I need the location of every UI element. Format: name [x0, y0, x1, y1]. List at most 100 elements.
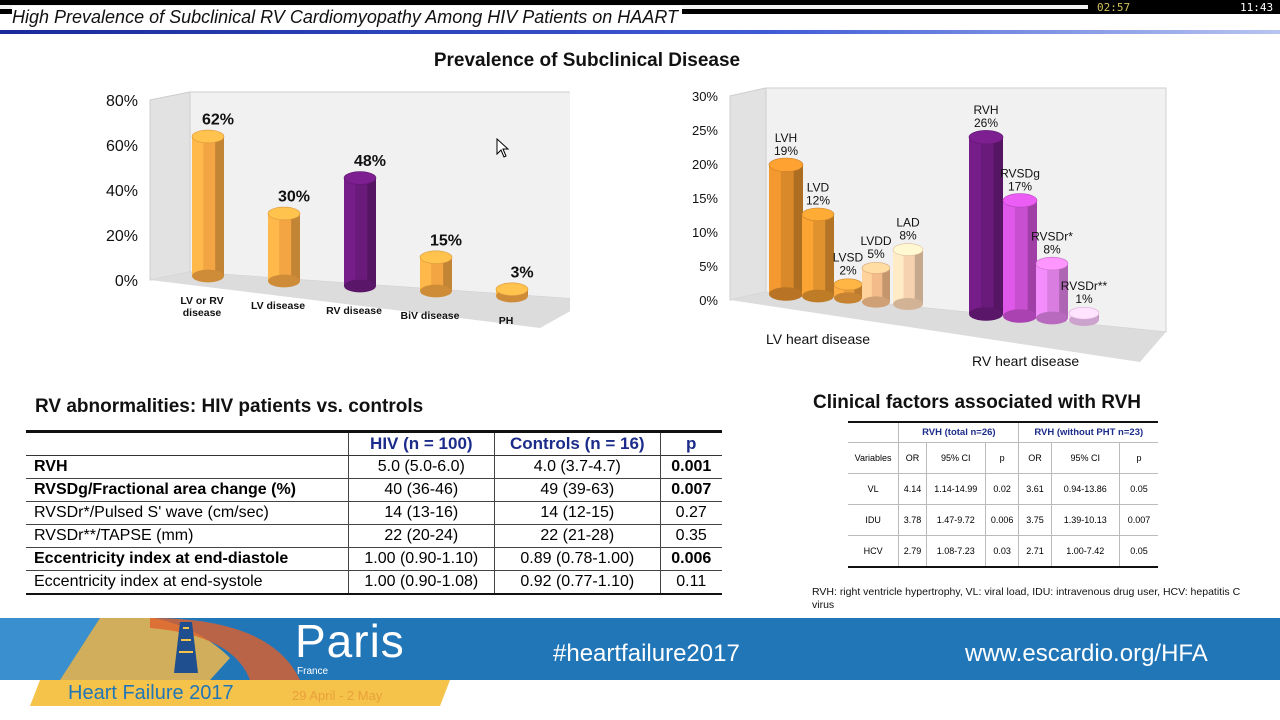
table-cell-controls: 4.0 (3.7-4.7)	[494, 455, 660, 479]
table-cell: 4.14	[898, 473, 927, 505]
bar-top	[495, 282, 529, 296]
bar-shadow	[793, 164, 803, 294]
bar-base	[834, 292, 862, 304]
y-tick-label: 0%	[699, 293, 718, 308]
bar-shadow	[1027, 200, 1037, 316]
data-label: 15%	[430, 232, 462, 249]
table-cell-hiv: 40 (36-46)	[347, 478, 495, 502]
y-tick-label: 25%	[692, 123, 718, 138]
bar	[1068, 306, 1100, 326]
bar-highlight	[192, 136, 204, 276]
table-cell: 0.007	[1118, 504, 1158, 536]
y-tick-label: 15%	[692, 191, 718, 206]
bar	[833, 278, 863, 304]
y-tick-label: 20%	[106, 228, 138, 245]
table-row: RVSDg/Fractional area change (%) 40 (36-4…	[26, 478, 722, 502]
chart-side-wall	[729, 87, 767, 301]
website-link[interactable]: www.escardio.org/HFA	[965, 640, 1208, 667]
bar-shadow	[443, 257, 452, 291]
bar-shadow	[825, 214, 834, 296]
group-header-total: RVH (total n=26)	[898, 421, 1019, 443]
y-tick-label: 30%	[692, 89, 718, 104]
table-row: RVSDr**/TAPSE (mm) 22 (20-24) 22 (21-28) 0.…	[26, 524, 722, 548]
country-text: France	[297, 666, 329, 677]
table-cell-p: 0.007	[659, 478, 722, 502]
bar	[1002, 193, 1038, 323]
bar-base	[420, 284, 452, 298]
table-cell-hiv: 5.0 (5.0-6.0)	[347, 455, 495, 479]
rv-table-title: RV abnormalities: HIV patients vs. contr…	[35, 396, 424, 417]
data-label: 8%	[899, 229, 917, 243]
table-row: Eccentricity index at end-systole 1.00 (0…	[26, 570, 722, 595]
bar-top	[1068, 306, 1100, 320]
clinical-factors-title: Clinical factors associated with RVH	[813, 392, 1142, 413]
x-tick-label: RV disease	[326, 305, 382, 317]
table-cell-p: 0.35	[659, 524, 722, 548]
bar-base	[268, 274, 300, 288]
bar-top	[1002, 193, 1038, 208]
bar	[861, 262, 891, 308]
data-label: 1%	[1075, 292, 1093, 306]
table-cell-hiv: 1.00 (0.90-1.08)	[347, 570, 495, 595]
bar	[419, 250, 453, 298]
table-cell-label: RVSDg/Fractional area change (%)	[26, 478, 348, 502]
bar-base	[1003, 309, 1037, 323]
category-label: RVSDr*	[1031, 230, 1073, 244]
data-label: 5%	[867, 247, 885, 261]
bar-base	[893, 298, 923, 310]
bar-highlight	[893, 249, 904, 304]
mouse-cursor-icon	[496, 138, 510, 158]
table-cell: 0.02	[984, 473, 1019, 505]
bar-shadow	[367, 178, 376, 286]
bar	[892, 243, 924, 310]
hashtag-text: #heartfailure2017	[553, 640, 740, 667]
bar-top	[419, 250, 453, 264]
data-label: 2%	[839, 263, 857, 277]
x-tick-label: LV disease	[251, 300, 305, 312]
bar-highlight	[1036, 263, 1048, 318]
table-cell: 3.78	[898, 504, 927, 536]
bar-base	[969, 307, 1003, 321]
chart-side-wall	[149, 91, 191, 281]
data-label: 8%	[1043, 243, 1061, 257]
subheader-cell: OR	[898, 442, 927, 474]
table-cell-controls: 22 (21-28)	[494, 524, 660, 548]
table-cell-controls: 0.92 (0.77-1.10)	[494, 570, 660, 595]
bar-shadow	[291, 213, 300, 281]
bar-shadow	[854, 284, 862, 298]
bar-highlight	[420, 257, 432, 291]
subheader-row: Variables OR 95% CI p OR 95% CI p	[848, 442, 1158, 474]
bar	[267, 206, 301, 288]
table-cell-label: Eccentricity index at end-systole	[26, 570, 348, 595]
category-label: LVDD	[860, 234, 891, 248]
table-cell-controls: 0.89 (0.78-1.00)	[494, 547, 660, 571]
y-tick-label: 60%	[106, 138, 138, 155]
table-row: HCV 2.79 1.08-7.23 0.03 2.71 1.00-7.42 0.05	[848, 535, 1158, 568]
x-tick-label: PH	[499, 315, 514, 327]
bar-top	[833, 278, 863, 291]
bar-highlight	[268, 213, 280, 281]
table-cell: 2.71	[1018, 535, 1052, 568]
bar-shadow	[993, 137, 1003, 314]
event-dates: 29 April - 2 May	[292, 688, 383, 703]
category-label: LVSD	[833, 250, 864, 264]
y-tick-label: 5%	[699, 259, 718, 274]
bar-shadow	[215, 136, 224, 276]
subheader-cell: 95% CI	[1050, 442, 1120, 474]
bar	[1035, 256, 1069, 325]
table-cell: 0.05	[1118, 535, 1158, 568]
table-cell-label: RVSDr**/TAPSE (mm)	[26, 524, 348, 548]
bar-base	[862, 296, 890, 308]
bar-shadow	[882, 268, 890, 302]
table-cell-hiv: 1.00 (0.90-1.10)	[347, 547, 495, 571]
table-cell-p: 0.11	[659, 570, 722, 595]
table-cell: 3.75	[1018, 504, 1052, 536]
bar-base	[344, 279, 376, 293]
column-header-controls: Controls (n = 16)	[494, 430, 660, 456]
bar-top	[191, 129, 225, 144]
bar-base	[769, 287, 803, 301]
chart-floor	[150, 272, 570, 328]
bar-highlight	[769, 164, 781, 294]
